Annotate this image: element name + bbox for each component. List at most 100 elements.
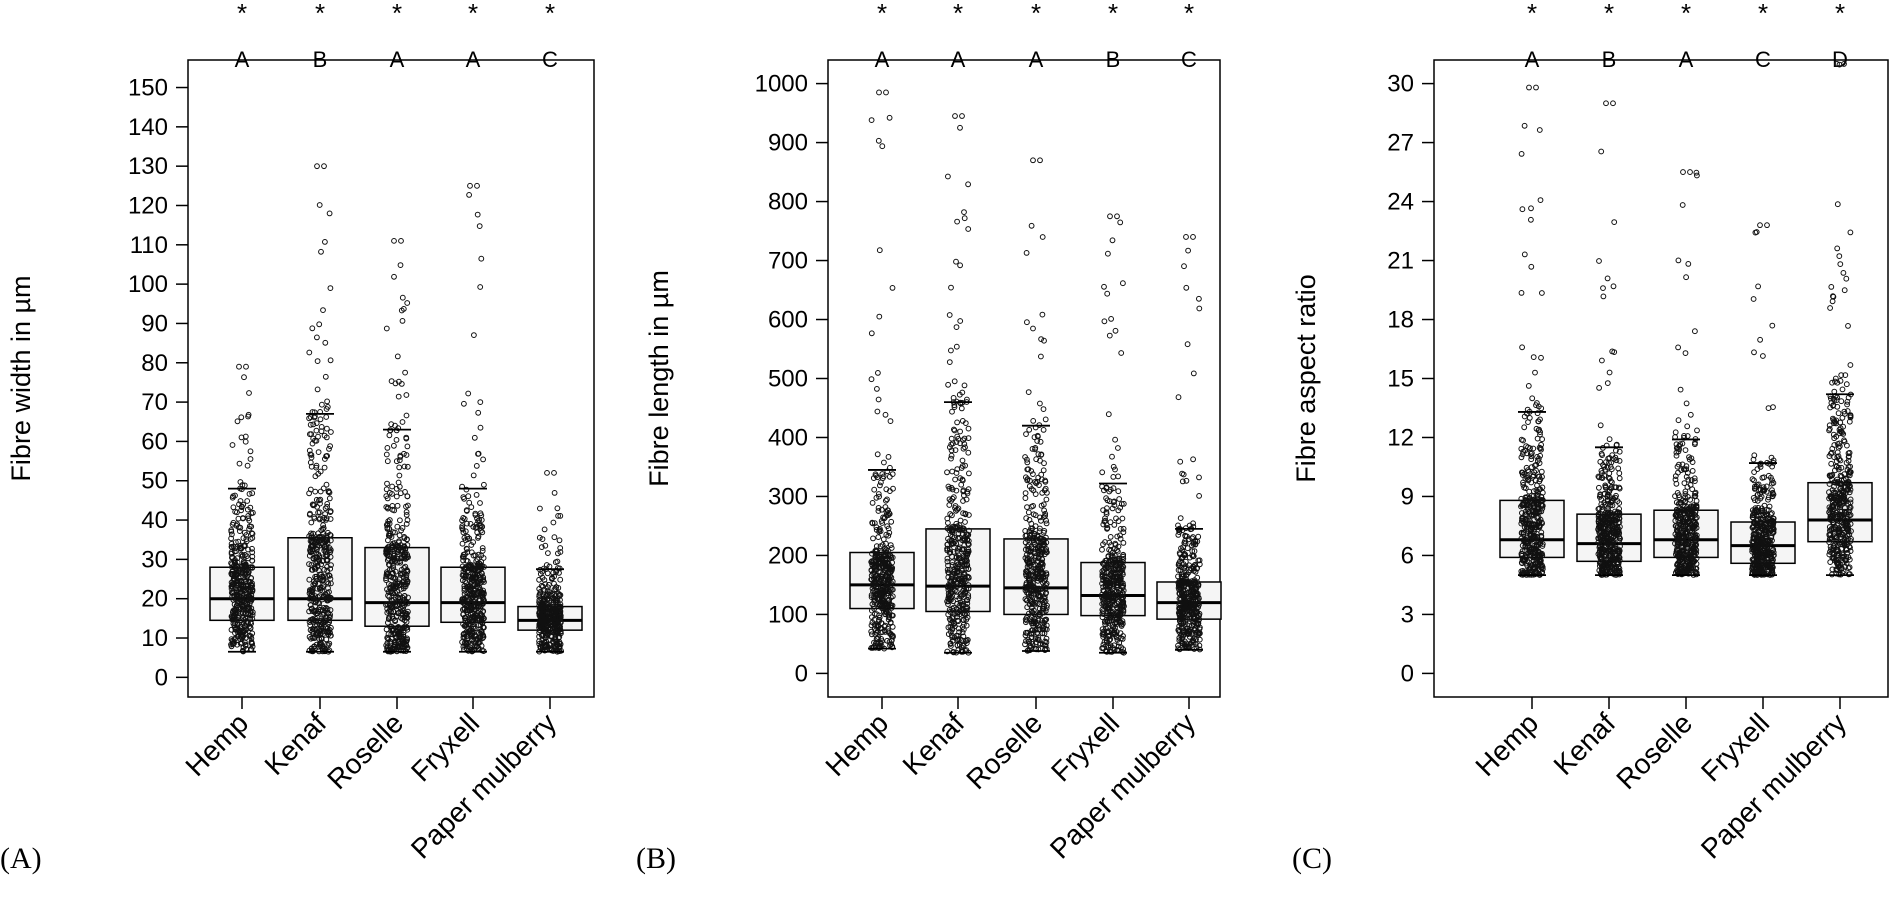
group-letter: C [1181, 47, 1197, 72]
x-tick-label: Kenaf [897, 707, 971, 781]
outlier-max [1031, 158, 1036, 163]
significance-mark: * [468, 0, 478, 28]
outlier-max [1765, 223, 1770, 228]
data-points [460, 183, 487, 653]
y-tick-label: 15 [1387, 366, 1414, 393]
y-tick-label: 900 [768, 130, 808, 157]
y-tick-label: 150 [128, 75, 168, 102]
outlier-max [1191, 235, 1196, 240]
y-axis-label: Fibre width in µm [6, 275, 36, 481]
significance-mark: * [315, 0, 325, 28]
y-tick-label: 3 [1401, 601, 1414, 628]
y-tick-label: 27 [1387, 130, 1414, 157]
significance-mark: * [1527, 0, 1537, 28]
y-tick-label: 130 [128, 153, 168, 180]
outlier-max [1681, 170, 1686, 175]
data-points [1023, 158, 1050, 653]
outlier-max [1115, 214, 1120, 219]
y-tick-label: 600 [768, 307, 808, 334]
outlier-max [322, 164, 327, 169]
y-tick-label: 400 [768, 424, 808, 451]
x-tick-label: Kenaf [259, 707, 333, 781]
y-axis-label: Fibre length in µm [644, 270, 674, 487]
group-letter: A [951, 47, 966, 72]
panel-a: 0102030405060708090100110120130140150Fib… [0, 0, 594, 875]
y-tick-label: 0 [1401, 660, 1414, 687]
panel-label: (C) [1292, 842, 1332, 875]
group-letter: A [235, 47, 250, 72]
y-tick-label: 1000 [755, 71, 808, 98]
panel-label: (B) [636, 842, 676, 875]
y-tick-label: 110 [130, 232, 168, 259]
outlier-max [545, 470, 550, 475]
group-letter: B [1602, 47, 1617, 72]
outlier-max [1108, 214, 1113, 219]
y-tick-label: 6 [1401, 542, 1414, 569]
y-tick-label: 40 [141, 507, 168, 534]
group-letter: A [390, 47, 405, 72]
significance-mark: * [1108, 0, 1118, 28]
significance-mark: * [953, 0, 963, 28]
significance-mark: * [1184, 0, 1194, 28]
y-tick-label: 12 [1387, 424, 1414, 451]
y-tick-label: 700 [768, 248, 808, 275]
significance-mark: * [392, 0, 402, 28]
y-tick-label: 500 [768, 366, 808, 393]
y-tick-label: 24 [1387, 189, 1414, 216]
y-tick-label: 200 [768, 542, 808, 569]
y-tick-label: 21 [1387, 248, 1414, 275]
y-tick-label: 100 [128, 271, 168, 298]
x-tick-label: Hemp [179, 707, 254, 782]
y-tick-label: 50 [141, 468, 168, 495]
outlier-max [392, 238, 397, 243]
outlier-max [953, 114, 958, 119]
outlier-max [1604, 101, 1609, 106]
data-points [1519, 85, 1546, 577]
x-tick-label: Paper mulberry [405, 707, 562, 864]
significance-mark: * [1604, 0, 1614, 28]
group-letter: C [1755, 47, 1771, 72]
significance-mark: * [237, 0, 247, 28]
group-letter: C [542, 47, 558, 72]
outlier-max [399, 238, 404, 243]
data-points [229, 364, 256, 654]
y-tick-label: 0 [155, 664, 168, 691]
plot-frame [1434, 60, 1888, 697]
significance-mark: * [1758, 0, 1768, 28]
data-points [537, 470, 564, 654]
group-letter: A [1679, 47, 1694, 72]
data-points [1750, 223, 1777, 578]
outlier-max [877, 90, 882, 95]
group-letter: A [1525, 47, 1540, 72]
y-tick-label: 300 [768, 483, 808, 510]
significance-mark: * [1681, 0, 1691, 28]
group-letter: A [875, 47, 890, 72]
outlier-max [884, 90, 889, 95]
outlier-max [1611, 101, 1616, 106]
group-letter: A [466, 47, 481, 72]
outlier-max [1038, 158, 1043, 163]
y-tick-label: 30 [141, 546, 168, 573]
y-tick-label: 60 [141, 428, 168, 455]
outlier-max [960, 114, 965, 119]
data-points [1596, 101, 1623, 577]
group-letter: D [1832, 47, 1848, 72]
outlier-max [1534, 85, 1539, 90]
y-tick-label: 18 [1387, 307, 1414, 334]
y-tick-label: 0 [795, 660, 808, 687]
outlier-max [1688, 170, 1693, 175]
y-tick-label: 80 [141, 350, 168, 377]
x-tick-label: Hemp [1469, 707, 1544, 782]
y-tick-label: 90 [141, 310, 168, 337]
y-tick-label: 140 [128, 114, 168, 141]
data-points [1100, 214, 1127, 655]
y-tick-label: 30 [1387, 71, 1414, 98]
outlier-max [468, 183, 473, 188]
x-tick-label: Paper mulberry [1695, 707, 1852, 864]
group-letter: B [1106, 47, 1121, 72]
x-tick-label: Roselle [960, 707, 1048, 795]
significance-mark: * [1031, 0, 1041, 28]
